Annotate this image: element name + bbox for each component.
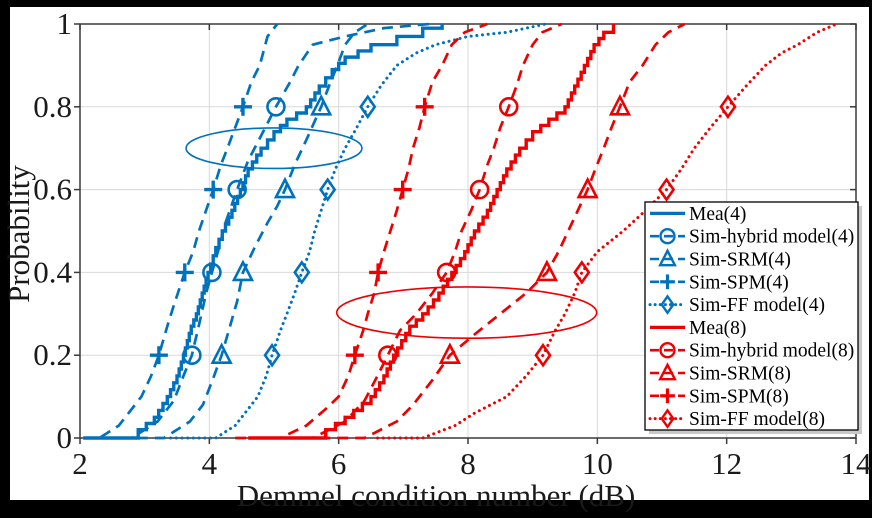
x-tick-label: 12 — [711, 446, 742, 481]
marker-plus-icon — [415, 97, 434, 116]
legend-label: Sim-FF model(4) — [689, 295, 825, 316]
marker-triangle-icon — [576, 176, 599, 199]
marker-triangle-icon — [310, 93, 333, 116]
legend-label: Sim-SPM(8) — [689, 386, 789, 407]
highlight-ellipse — [335, 286, 598, 340]
x-tick-label: 6 — [331, 446, 347, 481]
marker-plus-icon — [233, 97, 252, 116]
marker-plus-icon — [660, 388, 675, 404]
marker-circle-icon — [659, 228, 676, 245]
x-tick-label: 4 — [202, 446, 218, 481]
legend-label: Sim-SRM(8) — [689, 364, 791, 385]
marker-triangle-icon — [273, 176, 297, 199]
marker-diamond-icon — [319, 177, 337, 202]
curve-Sim-FF model(4) — [169, 22, 548, 440]
y-tick-label: 0.8 — [33, 89, 72, 124]
curve-Sim-SPM(8) — [235, 22, 488, 440]
marker-triangle-icon — [608, 93, 632, 116]
marker-circle-icon — [266, 97, 286, 117]
marker-diamond-icon — [263, 342, 281, 368]
curve-Mea(8) — [248, 24, 616, 440]
x-tick-label: 14 — [841, 446, 872, 481]
curve-Sim-hybrid model(8) — [267, 22, 563, 440]
x-tick-label: 2 — [72, 446, 88, 481]
marker-triangle-icon — [535, 259, 559, 282]
marker-circle-icon — [469, 179, 490, 200]
y-tick-label: 0.2 — [33, 337, 72, 372]
legend-label: Sim-SPM(4) — [689, 272, 789, 293]
marker-circle-icon — [227, 179, 247, 200]
marker-circle-icon — [659, 342, 676, 359]
marker-diamond-icon — [293, 260, 311, 285]
marker-plus-icon — [660, 274, 675, 290]
marker-circle-icon — [182, 345, 202, 366]
legend-box — [644, 201, 859, 431]
marker-circle-icon — [498, 97, 519, 117]
highlight-ellipse — [185, 127, 363, 170]
marker-diamond-icon — [660, 408, 675, 429]
marker-diamond-icon — [359, 94, 377, 120]
legend-label: Sim-SRM(4) — [689, 250, 791, 271]
marker-diamond-icon — [719, 94, 737, 120]
y-axis-label: Probability — [1, 165, 36, 303]
legend-label: Sim-FF model(8) — [689, 409, 825, 430]
marker-circle-icon — [378, 345, 398, 366]
marker-triangle-icon — [438, 342, 462, 365]
x-tick-label: 8 — [460, 446, 476, 481]
curve-Sim-FF model(8) — [375, 22, 839, 440]
marker-circle-icon — [202, 262, 222, 283]
legend-label: Sim-hybrid model(8) — [689, 341, 854, 362]
y-tick-label: 1 — [57, 6, 73, 41]
marker-triangle-icon — [210, 342, 233, 365]
x-axis-label: Demmel condition number (dB) — [236, 478, 636, 513]
marker-diamond-icon — [534, 342, 552, 368]
marker-diamond-icon — [573, 260, 591, 285]
marker-triangle-icon — [658, 248, 677, 267]
marker-plus-icon — [345, 346, 364, 365]
legend-label: Mea(4) — [689, 204, 746, 225]
y-tick-label: 0.4 — [33, 254, 72, 289]
curve-Sim-SRM(8) — [319, 22, 686, 440]
x-tick-label: 10 — [582, 446, 613, 481]
curve-Sim-SPM(4) — [83, 23, 279, 440]
y-tick-label: 0.6 — [33, 172, 72, 207]
legend-label: Mea(8) — [689, 318, 746, 339]
marker-plus-icon — [204, 180, 223, 199]
marker-circle-icon — [436, 262, 457, 283]
marker-triangle-icon — [658, 362, 677, 381]
marker-diamond-icon — [660, 294, 675, 315]
legend-label: Sim-hybrid model(4) — [689, 227, 854, 248]
y-tick-label: 0 — [57, 420, 73, 455]
marker-triangle-icon — [231, 259, 255, 282]
marker-plus-icon — [369, 263, 388, 282]
curve-Sim-hybrid model(4) — [86, 22, 430, 440]
marker-plus-icon — [175, 263, 194, 282]
marker-plus-icon — [393, 180, 412, 199]
marker-plus-icon — [149, 346, 168, 365]
curve-Sim-SRM(4) — [118, 22, 369, 440]
marker-diamond-icon — [657, 177, 676, 202]
